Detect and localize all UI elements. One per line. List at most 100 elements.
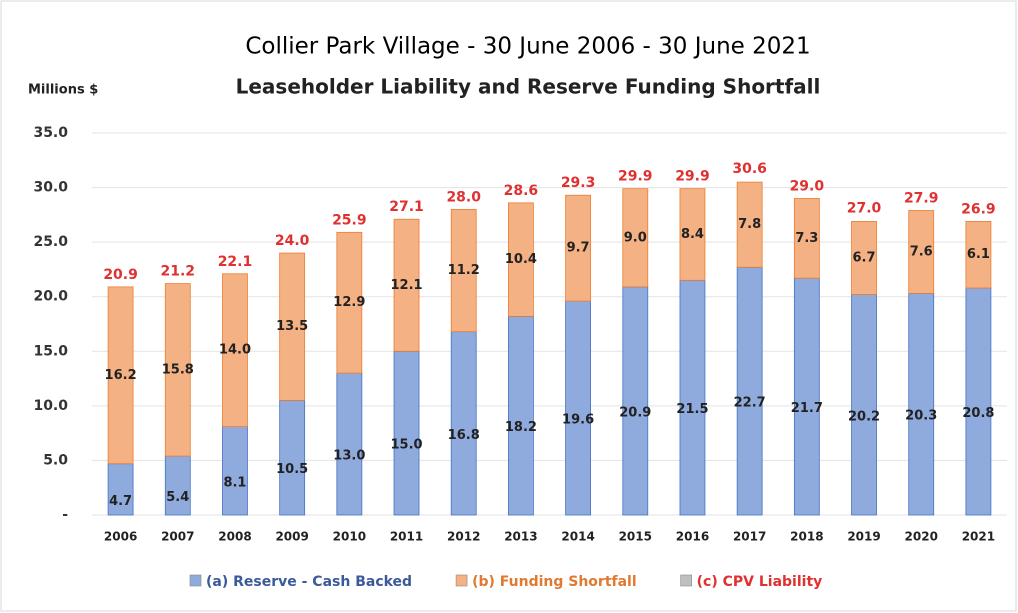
x-tick-label: 2014 <box>561 530 594 544</box>
data-label: 4.7 <box>109 494 132 509</box>
bar-segment <box>565 300 591 516</box>
total-label: 28.0 <box>446 189 481 205</box>
bar-segment <box>736 181 763 268</box>
bar-segment <box>107 286 134 465</box>
bar-segment <box>279 399 306 516</box>
chart-subtitle: Leaseholder Liability and Reserve Fundin… <box>236 75 821 99</box>
bar-segment <box>107 463 134 516</box>
data-label: 15.8 <box>162 362 194 377</box>
data-label: 20.2 <box>848 409 880 424</box>
data-label: 19.6 <box>562 413 594 428</box>
data-label: 12.1 <box>390 278 422 293</box>
y-tick-label: 10.0 <box>33 398 68 414</box>
total-label: 22.1 <box>218 254 253 270</box>
data-label: 21.7 <box>791 401 823 416</box>
x-tick-label: 2020 <box>905 530 938 544</box>
bar-segment <box>622 188 649 288</box>
data-label: 7.8 <box>738 217 761 232</box>
x-tick-label: 2010 <box>333 530 366 544</box>
data-label: 16.8 <box>448 428 480 443</box>
x-tick-label: 2019 <box>847 530 880 544</box>
total-label: 29.0 <box>790 178 825 194</box>
bar-segment <box>565 194 591 302</box>
legend-swatch <box>455 574 468 587</box>
bar-segment <box>736 266 763 516</box>
data-label: 14.0 <box>219 343 251 358</box>
x-tick-label: 2009 <box>275 530 308 544</box>
legend-label: (a) Reserve - Cash Backed <box>206 574 412 590</box>
data-label: 16.2 <box>105 368 137 383</box>
bar-segment <box>793 277 820 516</box>
data-label: 12.9 <box>333 295 365 310</box>
y-tick-label: 15.0 <box>33 343 68 359</box>
bar-segment <box>851 221 877 295</box>
bar-segment <box>793 198 820 279</box>
y-axis-label: Millions $ <box>28 83 98 98</box>
bar-segment <box>908 210 935 294</box>
data-label: 7.3 <box>795 231 818 246</box>
total-label: 30.6 <box>732 161 767 177</box>
data-label: 20.9 <box>619 405 651 420</box>
x-tick-label: 2017 <box>733 530 766 544</box>
bar-segment <box>336 372 363 516</box>
x-tick-label: 2007 <box>161 530 194 544</box>
data-label: 21.5 <box>676 402 708 417</box>
bar-segment <box>622 286 649 516</box>
data-label: 13.0 <box>333 449 365 464</box>
y-tick-label: 20.0 <box>33 289 68 305</box>
x-tick-label: 2018 <box>790 530 823 544</box>
bar-segment <box>965 221 992 289</box>
legend-label: (b) Funding Shortfall <box>472 574 637 590</box>
data-label: 20.3 <box>905 409 937 424</box>
data-label: 6.1 <box>967 247 990 262</box>
data-label: 7.6 <box>910 244 933 259</box>
data-label: 8.4 <box>681 227 704 242</box>
y-tick-label: - <box>62 507 68 523</box>
total-label: 27.0 <box>847 200 882 216</box>
y-tick-label: 35.0 <box>33 125 68 141</box>
bar-segment <box>508 315 534 516</box>
bar-segment <box>336 231 363 374</box>
total-label: 27.9 <box>904 190 939 206</box>
total-label: 26.9 <box>961 201 996 217</box>
bar-segment <box>222 273 248 427</box>
bar-segment <box>965 287 992 516</box>
total-label: 27.1 <box>389 199 424 215</box>
total-label: 20.9 <box>103 267 138 283</box>
bar-segment <box>679 188 706 281</box>
total-label: 24.0 <box>275 233 310 249</box>
data-label: 20.8 <box>962 406 994 421</box>
data-label: 8.1 <box>223 475 246 490</box>
y-tick-label: 30.0 <box>33 180 68 196</box>
bar-segment <box>450 331 477 516</box>
data-label: 5.4 <box>166 490 189 505</box>
x-tick-label: 2008 <box>218 530 251 544</box>
bar-segment <box>164 283 191 457</box>
x-tick-label: 2021 <box>962 530 995 544</box>
data-label: 15.0 <box>390 438 422 453</box>
y-tick-label: 25.0 <box>33 234 68 250</box>
bar-segment <box>164 455 191 516</box>
total-label: 28.6 <box>504 183 539 199</box>
data-label: 10.5 <box>276 462 308 477</box>
data-label: 9.7 <box>567 241 590 256</box>
data-label: 11.2 <box>448 263 480 278</box>
x-tick-label: 2011 <box>390 530 423 544</box>
bar-segment <box>279 252 306 401</box>
bar-segment <box>450 208 477 333</box>
data-label: 6.7 <box>853 250 876 265</box>
total-label: 29.9 <box>675 169 710 185</box>
bar-segment <box>222 426 248 516</box>
total-label: 29.9 <box>618 169 653 185</box>
bar-segment <box>908 293 935 516</box>
x-tick-label: 2006 <box>104 530 137 544</box>
x-tick-label: 2013 <box>504 530 537 544</box>
x-tick-label: 2016 <box>676 530 709 544</box>
x-tick-label: 2012 <box>447 530 480 544</box>
legend-label: (c) CPV Liability <box>697 574 823 590</box>
chart-title: Collier Park Village - 30 June 2006 - 30… <box>245 34 810 60</box>
bar-segment <box>393 218 420 352</box>
bar-segment <box>851 294 877 516</box>
data-label: 18.2 <box>505 420 537 435</box>
